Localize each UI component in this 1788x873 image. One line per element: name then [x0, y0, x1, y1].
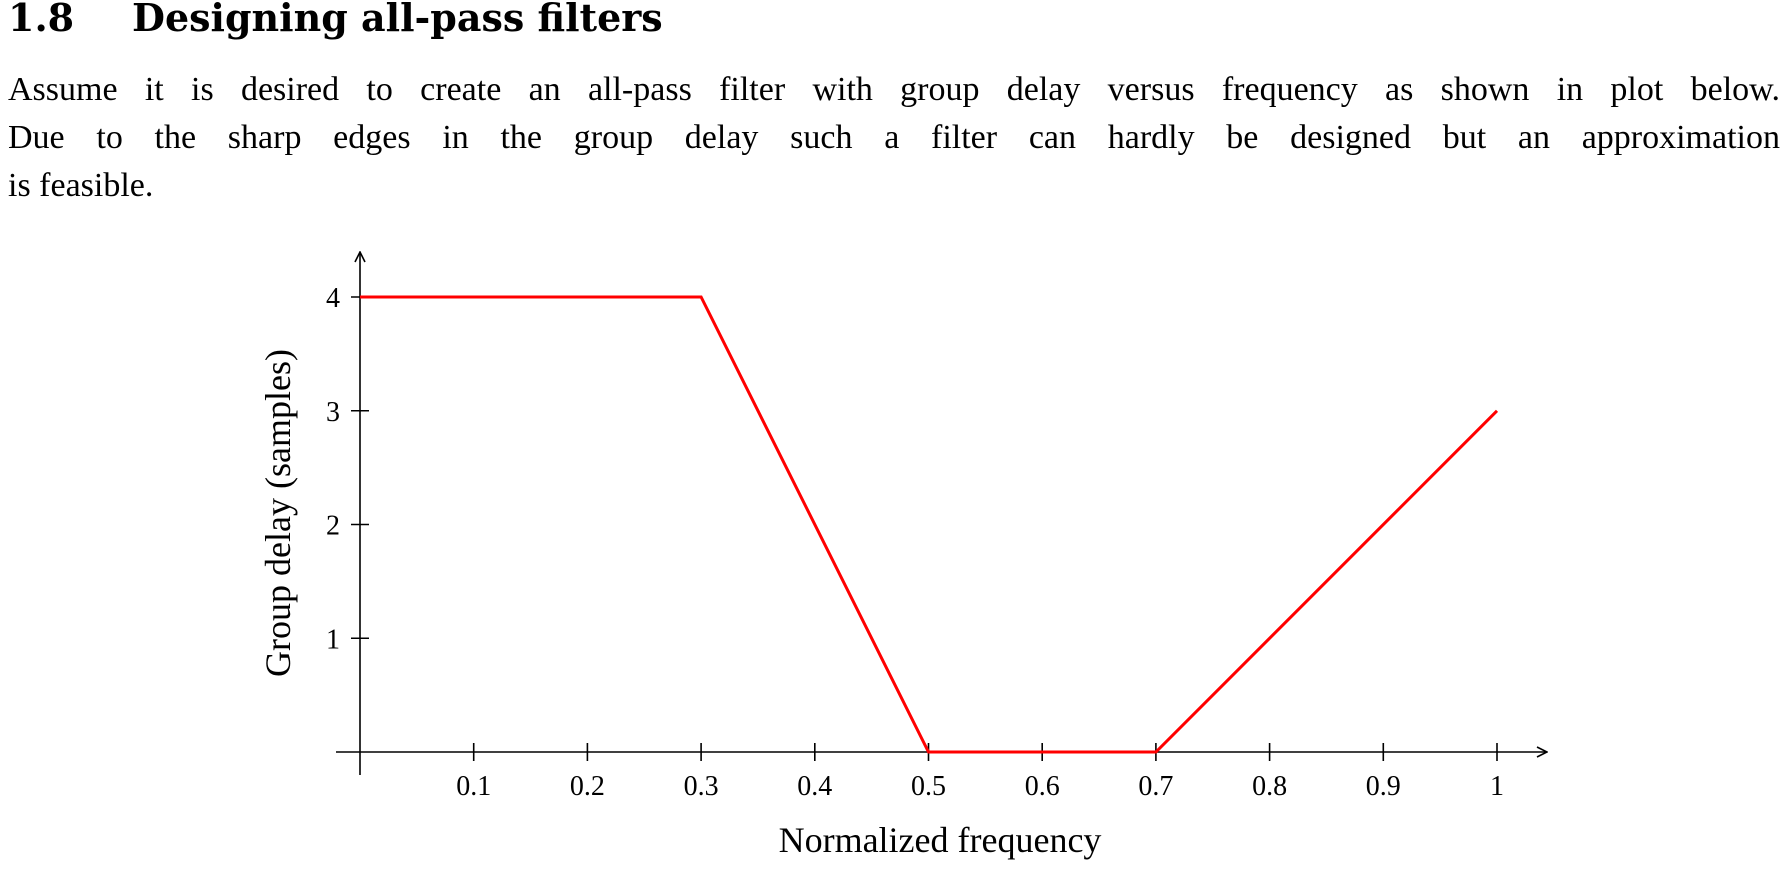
- x-tick-label: 0.1: [456, 771, 491, 802]
- paragraph-line-1: Assume it is desired to create an all-pa…: [8, 71, 1780, 108]
- y-tick-label: 4: [326, 283, 340, 314]
- section-heading: 1.8 Designing all-pass filters: [8, 0, 663, 40]
- x-axis-title: Normalized frequency: [779, 820, 1102, 860]
- x-tick-label: 0.8: [1252, 771, 1287, 802]
- x-tick-label: 0.6: [1025, 771, 1060, 802]
- section-number: 1.8: [8, 0, 75, 40]
- section-title: Designing all-pass filters: [132, 0, 663, 40]
- y-tick-label: 3: [326, 397, 340, 428]
- x-tick-label: 0.3: [684, 771, 719, 802]
- y-tick-label: 2: [326, 511, 340, 542]
- paragraph-line-3: is feasible.: [8, 167, 154, 204]
- x-tick-label: 0.4: [797, 771, 832, 802]
- x-tick-label: 0.7: [1138, 771, 1173, 802]
- paragraph-line-2: Due to the sharp edges in the group dela…: [8, 119, 1780, 156]
- x-tick-label: 1: [1490, 771, 1504, 802]
- group-delay-line: [360, 295, 1499, 754]
- x-tick-label: 0.9: [1366, 771, 1401, 802]
- x-tick-label: 0.5: [911, 771, 946, 802]
- x-tick-label: 0.2: [570, 771, 605, 802]
- y-tick-label: 1: [326, 624, 340, 655]
- y-axis-title: Group delay (samples): [258, 349, 298, 677]
- intro-paragraph: Assume it is desired to create an all-pa…: [8, 66, 1780, 210]
